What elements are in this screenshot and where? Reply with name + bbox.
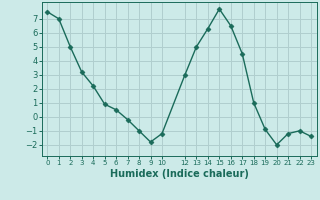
X-axis label: Humidex (Indice chaleur): Humidex (Indice chaleur) — [110, 169, 249, 179]
